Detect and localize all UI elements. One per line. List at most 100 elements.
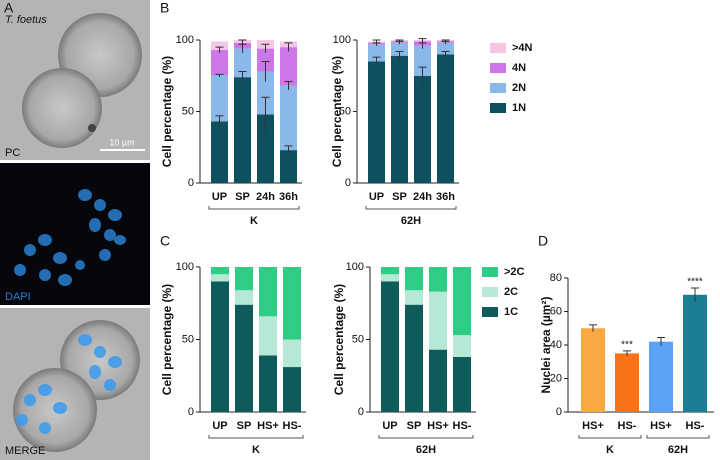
image-pc	[0, 0, 150, 160]
error-bar	[284, 80, 293, 91]
bar	[683, 294, 707, 412]
x-tick-label: HS+	[650, 420, 672, 432]
error-bar	[215, 46, 224, 53]
bar-segment	[391, 42, 408, 56]
x-tick-label: UP	[212, 191, 227, 203]
error-bar	[372, 56, 381, 66]
bar-segment	[429, 267, 447, 292]
group-bracket	[208, 435, 304, 439]
y-axis-label: Cell percentage (%)	[332, 284, 346, 395]
bar	[615, 353, 639, 412]
error-bar	[261, 96, 270, 132]
bar-segment	[429, 349, 447, 412]
bar-segment	[257, 71, 274, 115]
x-tick-label: HS-	[618, 420, 637, 432]
y-tick-label: 80	[550, 272, 562, 284]
x-tick-label: UP	[212, 420, 227, 432]
legend-label: >4N	[512, 42, 533, 54]
bar-segment	[283, 367, 301, 412]
legend-swatch	[490, 83, 506, 93]
bar-segment	[405, 290, 423, 305]
error-bar	[238, 39, 247, 46]
bar-segment	[257, 114, 274, 183]
x-tick-label: HS-	[453, 420, 472, 432]
x-tick-label: HS+	[582, 420, 604, 432]
bar-segment	[280, 150, 297, 183]
bar-segment	[211, 267, 229, 275]
bar-segment	[414, 75, 431, 183]
bar-segment	[283, 267, 301, 340]
error-bar	[215, 73, 224, 78]
legend-label: 4N	[512, 62, 526, 74]
x-tick-label: HS+	[257, 420, 279, 432]
significance-label: ***	[621, 340, 633, 351]
x-tick-label: SP	[237, 420, 252, 432]
x-tick-label: 36h	[279, 191, 298, 203]
bar-segment	[280, 47, 297, 86]
bar-segment	[211, 50, 228, 76]
error-bar	[395, 50, 404, 61]
bar-segment	[259, 316, 277, 356]
y-tick-label: 50	[182, 105, 194, 117]
bar-segment	[235, 290, 253, 305]
bar-segment	[211, 274, 229, 282]
x-tick-label: HS-	[283, 420, 302, 432]
bar-segment	[235, 304, 253, 412]
bar-segment	[453, 356, 471, 412]
error-bar	[623, 350, 631, 356]
x-tick-label: UP	[369, 191, 384, 203]
y-tick-label: 60	[550, 305, 562, 317]
legend-swatch	[482, 287, 498, 297]
bar-segment	[381, 281, 399, 412]
y-tick-label: 0	[556, 406, 562, 418]
legend-swatch	[490, 103, 506, 113]
bar-segment	[234, 77, 251, 183]
bar-segment	[211, 41, 228, 51]
bar	[649, 341, 673, 412]
y-tick-label: 100	[333, 34, 351, 46]
group-bracket	[378, 435, 474, 439]
bar-segment	[368, 44, 385, 62]
image-merge	[0, 308, 150, 460]
error-bar	[261, 43, 270, 53]
bar-segment	[391, 55, 408, 184]
error-bar	[657, 336, 665, 346]
y-tick-label: 50	[182, 333, 194, 345]
y-tick-label: 100	[176, 261, 194, 273]
image-dapi	[0, 163, 150, 305]
y-tick-label: 100	[176, 34, 194, 46]
group-label: K	[606, 444, 614, 456]
error-bar	[238, 70, 247, 83]
bar-segment	[211, 121, 228, 183]
y-tick-label: 100	[346, 261, 364, 273]
bar-segment	[405, 267, 423, 291]
image-label: DAPI	[5, 291, 31, 303]
bar-segment	[429, 291, 447, 350]
bar-segment	[211, 75, 228, 122]
bar-segment	[437, 42, 454, 55]
image-label: MERGE	[5, 445, 45, 457]
error-bar	[441, 50, 450, 58]
x-tick-label: SP	[235, 191, 250, 203]
group-bracket	[646, 435, 710, 439]
panel-label: D	[538, 233, 548, 249]
image-title: T. foetus	[5, 14, 47, 26]
error-bar	[284, 145, 293, 155]
group-bracket	[208, 206, 300, 210]
bar-segment	[381, 267, 399, 275]
error-bar	[418, 66, 427, 85]
group-label: K	[250, 215, 258, 227]
legend-label: 2N	[512, 82, 526, 94]
x-tick-label: SP	[392, 191, 407, 203]
y-tick-label: 50	[352, 333, 364, 345]
error-bar	[261, 60, 270, 82]
group-label: 62H	[416, 444, 436, 456]
y-tick-label: 0	[358, 406, 364, 418]
error-bar	[691, 287, 699, 302]
x-tick-label: HS-	[686, 420, 705, 432]
image-label: PC	[5, 147, 20, 159]
panel-label: B	[160, 0, 169, 16]
bar-segment	[453, 335, 471, 357]
legend-label: >2C	[504, 266, 525, 278]
legend-swatch	[490, 63, 506, 73]
